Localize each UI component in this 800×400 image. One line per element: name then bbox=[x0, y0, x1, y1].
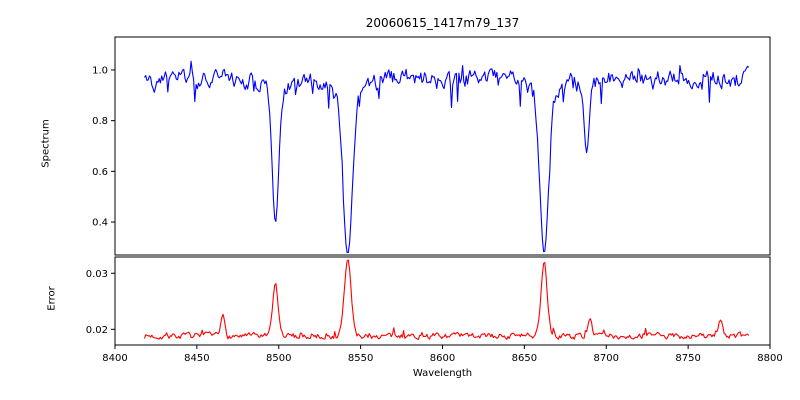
x-axis-label: Wavelength bbox=[412, 368, 473, 379]
y-tick-label: 0.03 bbox=[86, 269, 108, 280]
x-tick-label: 8800 bbox=[757, 353, 782, 364]
x-tick-label: 8600 bbox=[430, 353, 455, 364]
x-tick-label: 8650 bbox=[512, 353, 537, 364]
x-tick-label: 8400 bbox=[102, 353, 127, 364]
x-ticks: 8400 8450 8500 8550 8600 8650 8700 8750 8800 bbox=[102, 345, 783, 364]
x-tick-label: 8550 bbox=[348, 353, 373, 364]
chart-title: 20060615_1417m79_137 bbox=[365, 16, 520, 30]
y-tick-label: 0.4 bbox=[92, 218, 108, 229]
x-tick-label: 8700 bbox=[594, 353, 619, 364]
y-tick-label: 0.02 bbox=[86, 325, 108, 336]
y-ticks-error: 0.02 0.03 bbox=[86, 269, 115, 336]
x-tick-label: 8450 bbox=[184, 353, 209, 364]
error-series-line bbox=[143, 259, 750, 341]
y-ticks-spectrum: 0.4 0.6 0.8 1.0 bbox=[92, 65, 115, 229]
spectrum-series-line bbox=[144, 60, 750, 254]
axes-box-spectrum bbox=[114, 36, 771, 256]
y-tick-label: 1.0 bbox=[92, 65, 108, 76]
y-tick-label: 0.6 bbox=[92, 167, 108, 178]
x-tick-label: 8750 bbox=[675, 353, 700, 364]
y-tick-label: 0.8 bbox=[92, 116, 108, 127]
x-tick-label: 8500 bbox=[266, 353, 291, 364]
axes-box-error bbox=[114, 256, 771, 346]
